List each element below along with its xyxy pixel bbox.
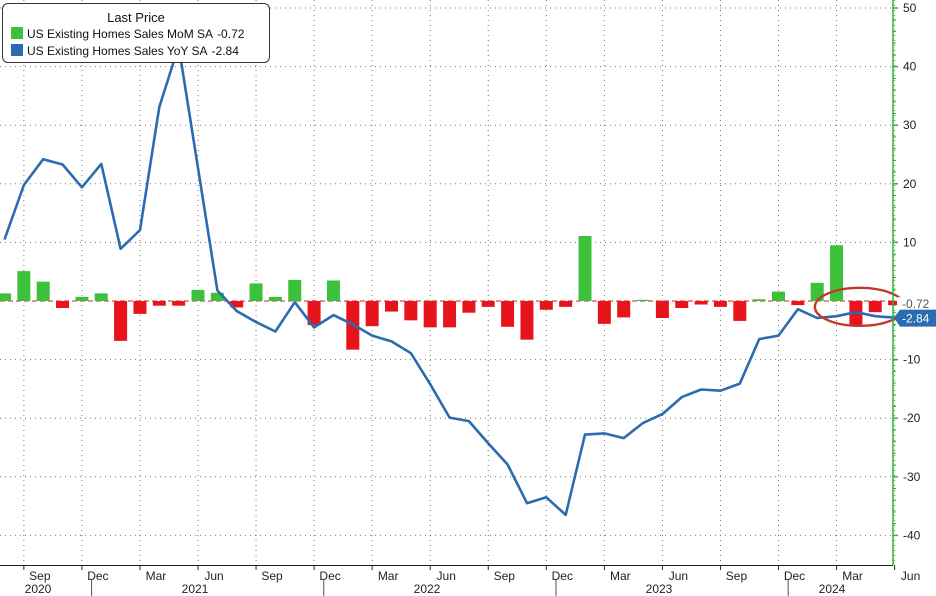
legend-label-yoy: US Existing Homes Sales YoY SA	[27, 44, 208, 58]
mom-bar	[462, 301, 476, 313]
mom-bar	[249, 283, 263, 301]
x-month-label: Jun	[204, 569, 223, 583]
mom-bar	[888, 301, 902, 306]
mom-bar	[772, 291, 785, 301]
mom-bar	[830, 245, 844, 301]
mom-bar	[617, 301, 631, 318]
y-tick-label: 50	[903, 1, 917, 15]
yoy-last-label: -2.84	[902, 312, 930, 326]
x-year-label: 2023	[646, 582, 673, 596]
mom-bar	[810, 282, 824, 301]
y-tick-label: -20	[903, 411, 921, 425]
mom-bar	[404, 301, 418, 321]
mom-bar	[520, 301, 534, 340]
mom-bar	[539, 301, 553, 310]
legend-title: Last Price	[107, 10, 165, 25]
mom-bar	[191, 289, 205, 301]
x-month-label: Mar	[610, 569, 631, 583]
legend-value-mom: -0.72	[217, 27, 245, 41]
x-year-label: 2021	[182, 582, 209, 596]
mom-bar	[75, 296, 89, 301]
mom-bar	[0, 293, 11, 301]
mom-bar	[578, 235, 592, 301]
mom-bar	[675, 301, 689, 309]
mom-bar	[307, 301, 321, 326]
mom-bar	[288, 279, 302, 301]
x-month-label: Sep	[261, 569, 283, 583]
legend-label-mom: US Existing Homes Sales MoM SA	[27, 27, 214, 41]
x-year-label: 2022	[414, 582, 441, 596]
x-month-label: Dec	[784, 569, 805, 583]
mom-bar	[655, 301, 669, 318]
mom-bar	[694, 301, 708, 305]
x-month-label: Jun	[437, 569, 456, 583]
mom-bar	[268, 296, 282, 301]
mom-bar	[636, 299, 650, 301]
legend-item-yoy: US Existing Homes Sales YoY SA -2.84	[11, 44, 239, 58]
mom-bar	[17, 271, 31, 301]
x-month-label: Mar	[146, 569, 167, 583]
mom-bar	[733, 301, 747, 321]
mom-bar	[559, 301, 573, 307]
mom-bar	[385, 301, 398, 312]
mom-bar	[94, 293, 108, 301]
mom-bar	[56, 301, 70, 309]
mom-bar	[868, 301, 882, 313]
mom-bar	[597, 301, 611, 324]
mom-bar	[501, 301, 515, 327]
x-month-label: Dec	[319, 569, 340, 583]
mom-bar	[443, 301, 457, 328]
x-month-label: Sep	[29, 569, 51, 583]
x-month-label: Dec	[87, 569, 108, 583]
x-month-label: Dec	[552, 569, 573, 583]
mom-bar	[36, 281, 50, 301]
mom-bar	[752, 299, 766, 301]
y-tick-label: 10	[903, 235, 917, 249]
mom-bar	[172, 301, 186, 306]
mom-bar	[713, 301, 727, 307]
y-tick-label: 40	[903, 60, 917, 74]
legend-swatch-mom	[11, 27, 23, 39]
legend-swatch-yoy	[11, 44, 23, 56]
yoy-last-bg	[894, 309, 936, 327]
mom-bar	[849, 301, 863, 327]
x-month-label: Mar	[842, 569, 863, 583]
mom-bar	[210, 292, 224, 301]
yoy-line	[3, 44, 895, 517]
x-month-label: Jun	[901, 569, 920, 583]
mom-bar	[365, 301, 379, 327]
x-year-label: 2020	[25, 582, 52, 596]
y-tick-label: -30	[903, 470, 921, 484]
mom-bar	[423, 301, 437, 328]
mom-bar	[133, 301, 147, 314]
mom-bar	[152, 301, 166, 306]
y-tick-label: -10	[903, 353, 921, 367]
mom-last-label: -0.72	[902, 297, 930, 311]
mom-bar	[230, 301, 244, 308]
mom-bar	[326, 280, 340, 301]
y-tick-label: 30	[903, 118, 917, 132]
mom-last-bg	[897, 297, 936, 311]
x-month-label: Sep	[494, 569, 516, 583]
x-month-label: Sep	[726, 569, 748, 583]
legend-value-yoy: -2.84	[211, 44, 239, 58]
legend: Last Price US Existing Homes Sales MoM S…	[2, 3, 270, 63]
y-tick-label: -40	[903, 528, 921, 542]
x-month-label: Jun	[669, 569, 688, 583]
y-tick-label: 20	[903, 177, 917, 191]
x-year-label: 2024	[819, 582, 846, 596]
mom-bar	[114, 301, 128, 341]
mom-bar	[481, 301, 495, 307]
x-month-label: Mar	[378, 569, 399, 583]
legend-item-mom: US Existing Homes Sales MoM SA -0.72	[11, 27, 244, 41]
mom-bar	[791, 301, 805, 306]
